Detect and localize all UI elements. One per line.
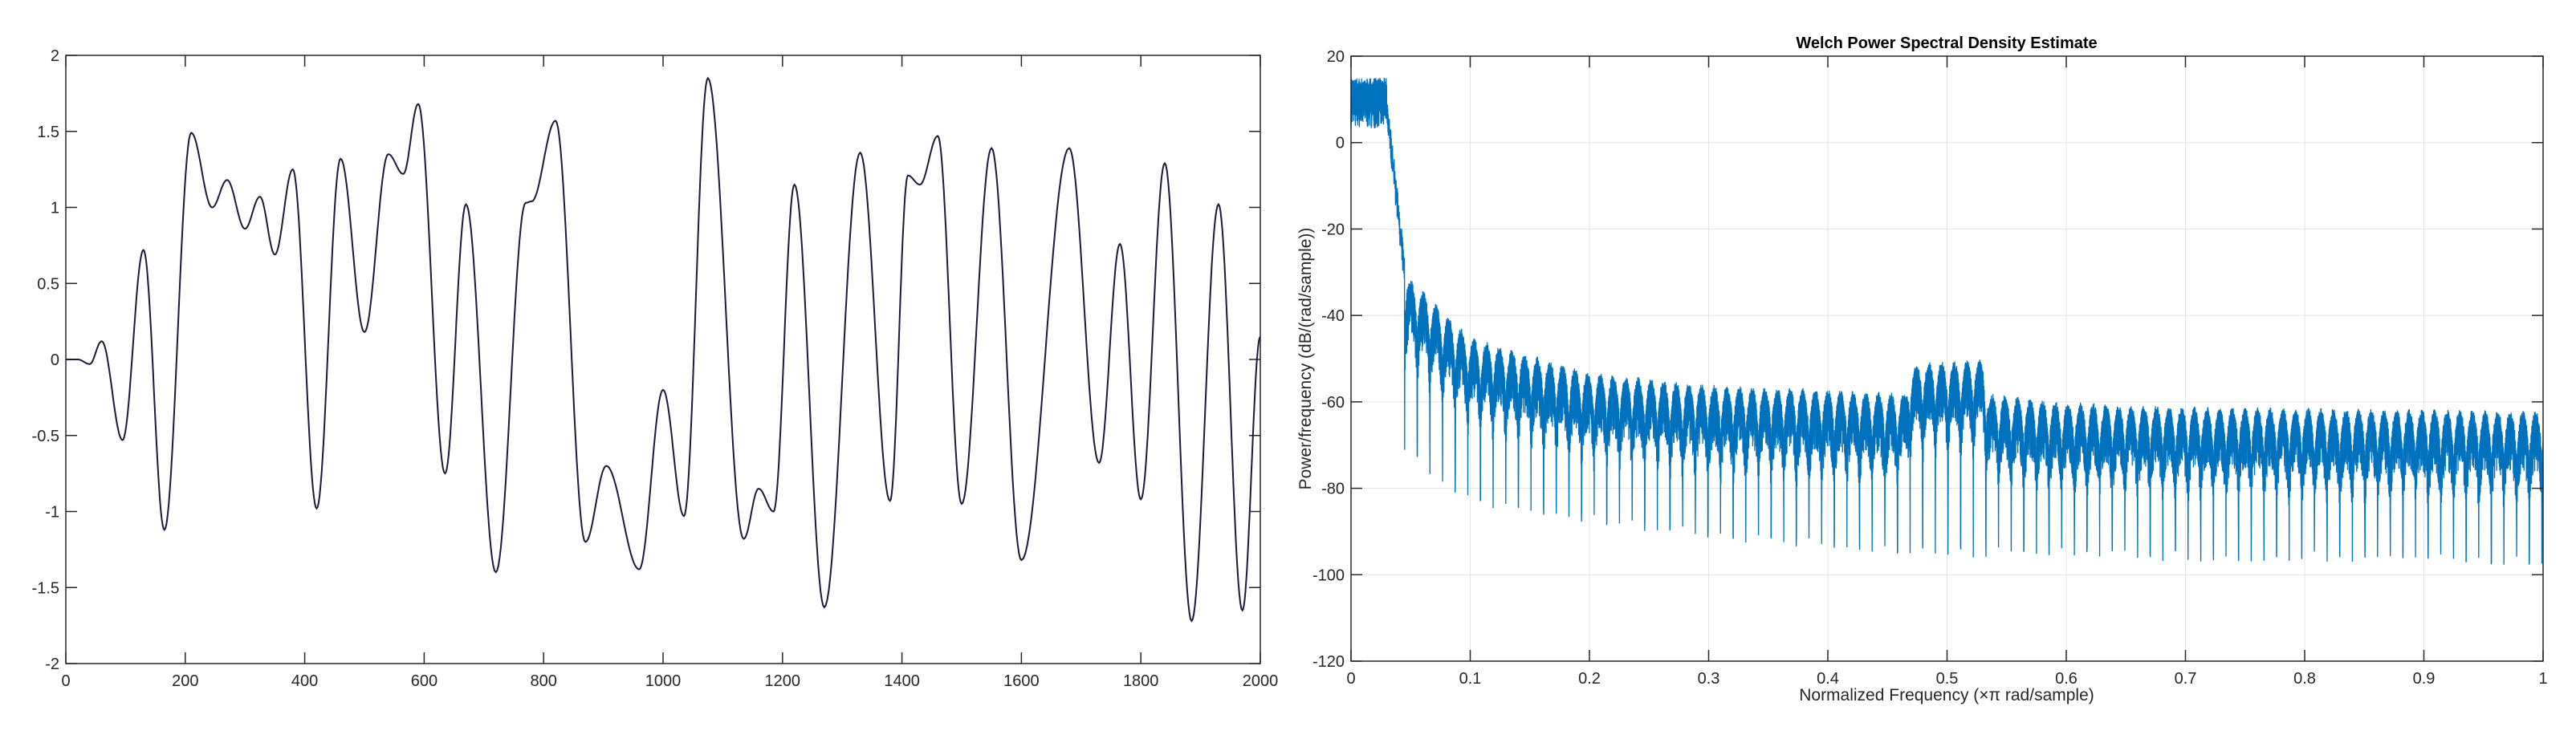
x-tick-label: 200 <box>172 672 198 690</box>
psd-xlabel: Normalized Frequency (×π rad/sample) <box>1799 686 2094 704</box>
y-tick-label: -20 <box>1321 221 1345 238</box>
x-tick-label: 2000 <box>1243 672 1279 690</box>
x-tick-label: 0.2 <box>1578 670 1601 688</box>
y-tick-label: -100 <box>1312 566 1345 584</box>
x-tick-label: 1200 <box>765 672 801 690</box>
y-tick-label: -1.5 <box>32 579 59 597</box>
x-tick-label: 1600 <box>1003 672 1040 690</box>
axes1-ticks: 0 200 400 600 800 1000 1200 1400 1600 1800 2000 -2 -… <box>32 47 1279 690</box>
axes2-grid <box>1350 55 2544 662</box>
y-tick-label: -1 <box>45 504 59 522</box>
x-tick-label: 0.5 <box>1936 670 1959 688</box>
y-tick-label: 1.5 <box>37 124 59 141</box>
x-tick-label: 1000 <box>645 672 682 690</box>
y-tick-label: -80 <box>1321 481 1345 498</box>
x-tick-label: 0 <box>1346 670 1355 688</box>
axes2-box <box>1350 55 2544 662</box>
x-tick-label: 1800 <box>1123 672 1159 690</box>
psd-title: Welch Power Spectral Density Estimate <box>1796 35 2097 52</box>
axes1-background <box>66 55 1260 664</box>
x-tick-label: 0.1 <box>1459 670 1482 688</box>
x-tick-label: 400 <box>291 672 318 690</box>
x-tick-label: 0.4 <box>1817 670 1839 688</box>
y-tick-label: -120 <box>1312 653 1345 671</box>
x-tick-label: 1 <box>2538 670 2547 688</box>
axes1-box <box>65 55 1261 664</box>
y-tick-label: 0.5 <box>37 275 59 293</box>
y-tick-label: 2 <box>51 47 59 65</box>
x-tick-label: 0.3 <box>1698 670 1720 688</box>
x-tick-label: 0.9 <box>2413 670 2436 688</box>
y-tick-label: 20 <box>1327 48 1345 66</box>
x-tick-label: 0.6 <box>2055 670 2077 688</box>
x-tick-label: 800 <box>531 672 557 690</box>
x-tick-label: 0.8 <box>2293 670 2316 688</box>
y-tick-label: -2 <box>45 656 59 673</box>
x-tick-label: 600 <box>411 672 437 690</box>
signal-line <box>66 76 1261 623</box>
axes2-ticks: 0 0.1 0.2 0.3 0.4 0.5 0.6 0.7 0.8 0.9 1 -120 -100 -80… <box>1312 48 2548 688</box>
time-signal-axes: 0 200 400 600 800 1000 1200 1400 1600 1800 2000 -2 -… <box>32 47 1279 690</box>
y-tick-label: -0.5 <box>32 428 59 445</box>
y-tick-label: 0 <box>1336 135 1345 152</box>
y-tick-label: -60 <box>1321 394 1345 412</box>
x-tick-label: 0.7 <box>2175 670 2197 688</box>
y-tick-label: -40 <box>1321 307 1345 325</box>
x-tick-label: 0 <box>61 672 70 690</box>
y-tick-label: 0 <box>51 351 59 369</box>
x-tick-label: 1400 <box>884 672 920 690</box>
y-tick-label: 1 <box>51 200 59 217</box>
psd-ylabel: Power/frequency (dB/(rad/sample)) <box>1296 228 1315 490</box>
psd-line <box>1350 77 2544 565</box>
